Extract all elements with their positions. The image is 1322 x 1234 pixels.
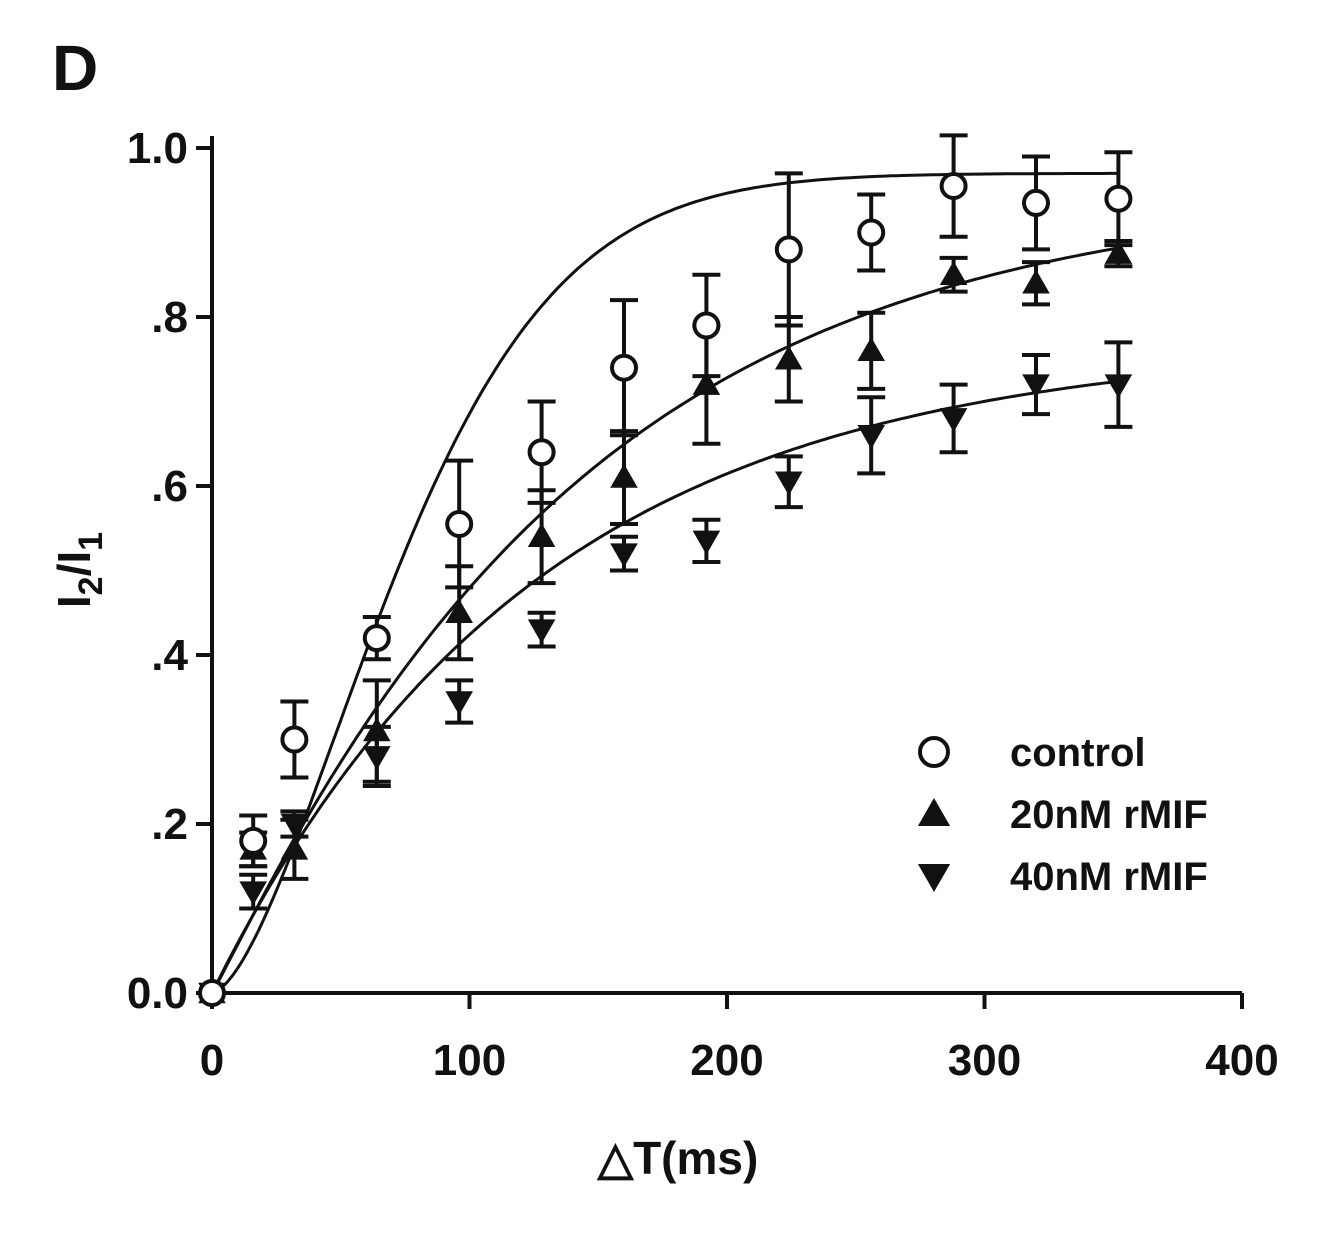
marker-triangle-up	[363, 717, 391, 742]
fit-curves	[210, 171, 1119, 995]
fit-curve	[211, 171, 1119, 995]
x-tick-label: 100	[433, 1036, 506, 1085]
marker-circle	[774, 235, 803, 264]
y-tick-label: .8	[151, 293, 188, 342]
marker-triangle-down	[239, 881, 267, 906]
marker-triangle-down	[1022, 374, 1050, 399]
axes: 0.0 .2 .4 .6 .8 1.0 0 100 200 300 400	[127, 124, 1279, 1085]
marker-triangle-up	[857, 337, 885, 362]
marker-circle	[610, 353, 638, 382]
marker-triangle-down	[527, 619, 556, 644]
y-tick-label: 1.0	[127, 124, 188, 173]
marker-triangle-down	[857, 425, 885, 449]
fit-curve	[210, 246, 1119, 994]
marker-triangle-up	[280, 835, 309, 860]
marker-circle	[918, 736, 950, 768]
marker-triangle-up	[775, 345, 803, 370]
marker-circle	[939, 172, 968, 201]
x-tick-label: 400	[1205, 1036, 1278, 1085]
data-points	[198, 133, 1133, 1007]
marker-triangle-down	[610, 543, 638, 568]
marker-triangle-down	[692, 530, 721, 555]
marker-triangle-up	[527, 523, 556, 547]
x-axis-title: △T(ms)	[596, 1132, 759, 1184]
y-tick-label: .2	[151, 800, 188, 849]
fit-curve	[210, 379, 1119, 994]
x-tick-label: 0	[200, 1036, 224, 1085]
y-tick-label: .4	[151, 631, 188, 680]
series-group	[198, 133, 1133, 1007]
marker-circle	[1104, 184, 1133, 213]
marker-triangle-down	[917, 864, 951, 892]
legend: control 20nM rMIF 40nM rMIF	[917, 731, 1208, 899]
y-tick-label: 0.0	[127, 969, 188, 1018]
marker-circle	[1022, 188, 1050, 217]
y-tick-label: .6	[151, 462, 188, 511]
marker-circle	[527, 438, 556, 467]
marker-circle	[857, 218, 886, 247]
x-tick-label: 300	[948, 1036, 1021, 1085]
marker-triangle-down	[939, 408, 968, 433]
marker-triangle-up	[610, 463, 638, 488]
x-tick-label: 200	[690, 1036, 763, 1085]
panel-label: D	[52, 32, 98, 104]
marker-circle	[280, 725, 309, 754]
y-axis-title: I2/I1	[48, 532, 110, 608]
legend-label: control	[1010, 731, 1146, 775]
marker-circle	[239, 826, 268, 855]
marker-circle	[692, 311, 721, 340]
marker-circle	[362, 624, 391, 653]
marker-triangle-down	[1104, 374, 1133, 399]
legend-label: 20nM rMIF	[1010, 793, 1208, 837]
marker-triangle-up	[692, 370, 721, 395]
marker-circle	[445, 510, 474, 539]
series-group	[198, 238, 1133, 1004]
marker-triangle-down	[775, 471, 803, 496]
marker-triangle-up	[445, 599, 473, 624]
marker-triangle-down	[445, 691, 473, 716]
series-group	[198, 340, 1133, 1007]
marker-triangle-up	[939, 261, 968, 286]
marker-circle	[198, 979, 226, 1007]
marker-triangle-up	[917, 798, 951, 826]
marker-triangle-up	[1022, 269, 1050, 294]
legend-label: 40nM rMIF	[1010, 855, 1208, 899]
marker-triangle-up	[1104, 239, 1133, 264]
